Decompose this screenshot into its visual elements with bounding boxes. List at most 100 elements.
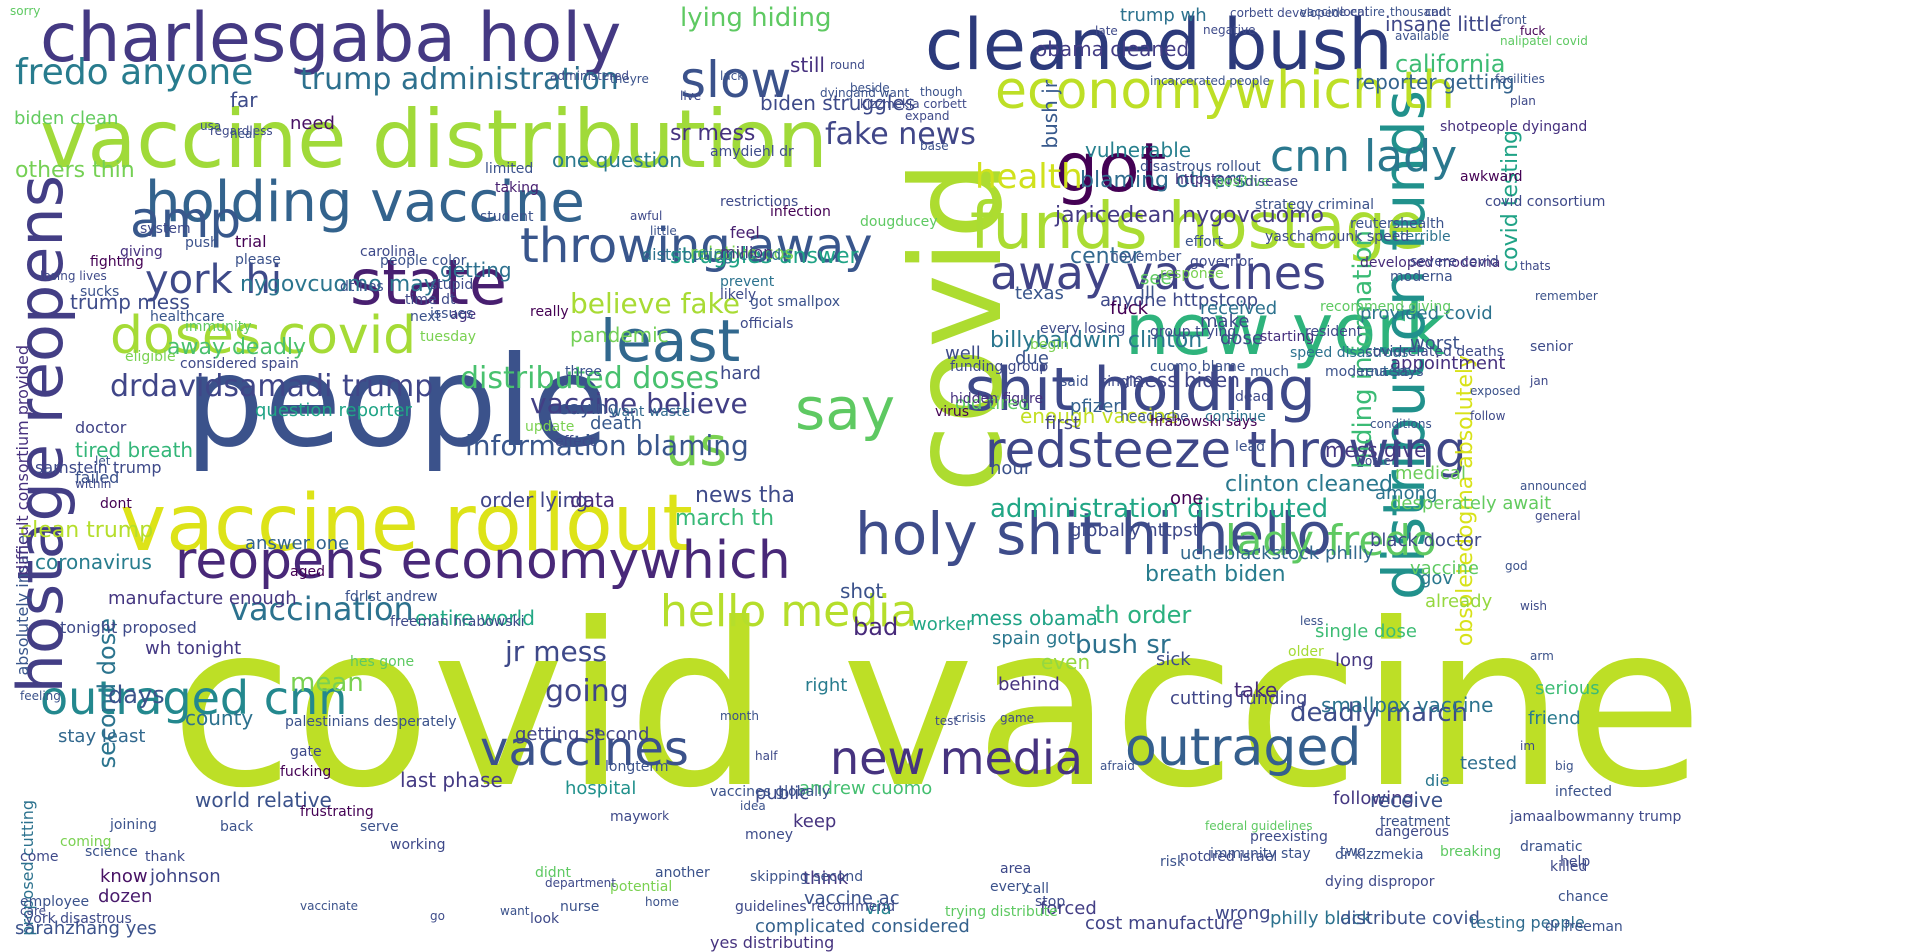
word-sorry: sorry [10, 4, 41, 18]
word-spain-got: spain got [992, 628, 1076, 649]
word-pandemic: pandemic [570, 323, 669, 347]
word-nurse: nurse [560, 899, 600, 915]
word-money: money [745, 827, 793, 843]
word-death: death [590, 413, 642, 434]
word-black-doctor: black doctor [1370, 530, 1482, 551]
word-got: got [1055, 129, 1167, 208]
word-mess-give: mess give [1325, 438, 1427, 462]
word-covidrelated-deaths: covidrelated deaths [1365, 344, 1505, 360]
word-feeling: feeling [20, 689, 61, 703]
word-slow: slow [680, 51, 792, 109]
word-first: first [1045, 413, 1081, 434]
word-world-relative: world relative [195, 788, 332, 812]
word-dying-dispropor: dying dispropor [1325, 874, 1435, 890]
word-much: much [1250, 364, 1290, 380]
word-worst: worst [1410, 333, 1460, 354]
word-governor: governor [1190, 254, 1254, 270]
word-sick: sick [1156, 649, 1191, 670]
word-vaccine-distribution: vaccine distribution [40, 93, 828, 186]
word-economywhich-th: economywhich th [995, 61, 1455, 121]
word-single: single [1100, 374, 1142, 390]
word-less: less [1300, 614, 1324, 628]
word-mean: mean [290, 668, 364, 698]
word-awful: awful [630, 209, 663, 223]
word-limited: limited [485, 161, 534, 177]
word-vaccines: vaccines [480, 721, 689, 777]
word-blaming-others: blaming others [1080, 168, 1247, 193]
word-skipping-second: skipping second [750, 869, 864, 885]
word-moderna: moderna [1390, 269, 1453, 285]
word-arm: arm [1530, 649, 1554, 663]
word-incarcerated-people: incarcerated people [1150, 74, 1271, 88]
word-vaccinate: vaccinate [300, 899, 359, 913]
word-insane-little: insane little [1385, 12, 1502, 36]
word-nalipatel-covid: nalipatel covid [1500, 34, 1588, 48]
word-texas: texas [1015, 283, 1064, 304]
word-hard: hard [720, 363, 761, 384]
word-mess-obama: mess obama [970, 606, 1098, 630]
word-thousand: thousand [1390, 5, 1447, 19]
word-holding-vaccine: holding vaccine [145, 170, 585, 235]
word-march-th: march th [675, 506, 775, 531]
word-palestinians-desperately: palestinians desperately [285, 714, 457, 730]
word-trump-mess: trump mess [70, 290, 190, 314]
word-coming: coming [60, 834, 112, 850]
word-freeman-hrabowski: freeman hrabowski [390, 614, 525, 630]
word-far: far [230, 88, 258, 112]
word-got-smallpox: got smallpox [750, 294, 840, 310]
word-entire-world: entire world [415, 606, 535, 630]
word-system: system [140, 221, 191, 237]
word-believe-fake: believe fake [570, 287, 740, 320]
word-older: older [1288, 644, 1324, 660]
word-announced: announced [1520, 479, 1587, 493]
word-awkward: awkward [1460, 169, 1523, 185]
word-effort: effort [1185, 234, 1224, 250]
word-carolina: carolina [360, 244, 416, 260]
word-restrictions: restrictions [720, 194, 799, 210]
word-yes-distributing: yes distributing [710, 933, 835, 952]
word-general: general [1535, 509, 1581, 523]
word-three: three [565, 364, 603, 380]
word-nygovcuomo-may: nygovcuomo may [240, 272, 437, 297]
word-administration-distributed: administration distributed [990, 494, 1329, 524]
word-back: back [220, 819, 254, 835]
word-still: still [790, 53, 825, 77]
word-coronavirus: coronavirus [35, 550, 152, 574]
word-take: take [1234, 678, 1278, 702]
word-biden-struggles: biden struggles [760, 91, 916, 115]
word-joining: joining [110, 817, 157, 833]
word-disastrous-rollout: disastrous rollout [1140, 159, 1261, 175]
word-well: well [945, 343, 981, 364]
word-question-reporter: question reporter [255, 400, 412, 421]
word-order-lying: order lying [480, 488, 589, 512]
word-infected: infected [1555, 784, 1612, 800]
word-area: area [1000, 861, 1032, 877]
word-already: already [1425, 591, 1493, 612]
word-longterm: longterm [605, 759, 669, 775]
word-mess-biden: mess biden [1125, 368, 1240, 392]
word-vaccine-believe: vaccine believe [530, 387, 748, 420]
word-little: little [650, 224, 677, 238]
word-vaccine-rollout: vaccine rollout [120, 479, 693, 569]
word-cnn-lady: cnn lady [1270, 131, 1458, 182]
word-age: age [450, 307, 477, 323]
word-complicated-considered: complicated considered [755, 916, 970, 937]
word-county: county [185, 706, 254, 730]
word-least: least [600, 307, 741, 375]
word-holy-shit-hi-hello: holy shit hi hello [855, 500, 1332, 568]
word-funding-group: funding group [950, 359, 1049, 375]
word-away-deadly: away deadly [167, 335, 307, 360]
word-answer-one: answer one [245, 533, 350, 554]
word-following: following [1333, 788, 1414, 809]
word-billybaldwin-clinton: billybaldwin clinton [990, 328, 1203, 353]
word-giving: giving [120, 244, 163, 260]
word-healthcare: healthcare [150, 309, 225, 325]
word-new-york: new york [1125, 289, 1446, 371]
word-fuck: fuck [1110, 298, 1149, 319]
word-corbett-developed: corbett developed [1230, 6, 1340, 20]
word-ill: ill [1140, 283, 1156, 304]
word-virus: virus [935, 404, 970, 420]
word-pfizer: pfizer [1070, 396, 1121, 417]
word-chance: chance [1558, 889, 1609, 905]
word-reopens-economywhich: reopens economywhich [175, 531, 791, 591]
